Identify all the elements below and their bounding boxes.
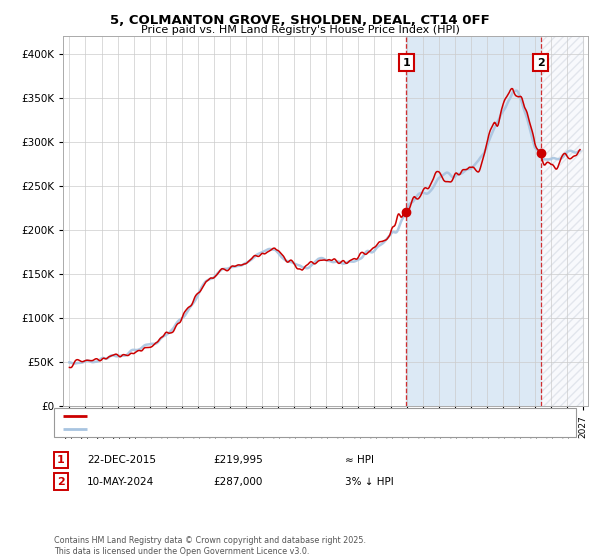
Bar: [406, 36, 541, 406]
Text: 10-MAY-2024: 10-MAY-2024: [87, 477, 154, 487]
Text: 2: 2: [57, 477, 65, 487]
Text: 2: 2: [537, 58, 545, 68]
Text: 1: 1: [403, 58, 410, 68]
Text: 5, COLMANTON GROVE, SHOLDEN, DEAL, CT14 0FF: 5, COLMANTON GROVE, SHOLDEN, DEAL, CT14 …: [110, 14, 490, 27]
Text: 1: 1: [57, 455, 65, 465]
Bar: [541, 36, 583, 406]
Text: Contains HM Land Registry data © Crown copyright and database right 2025.
This d: Contains HM Land Registry data © Crown c…: [54, 536, 366, 556]
Text: 5, COLMANTON GROVE, SHOLDEN, DEAL, CT14 0FF (semi-detached house): 5, COLMANTON GROVE, SHOLDEN, DEAL, CT14 …: [91, 412, 446, 421]
Text: £219,995: £219,995: [213, 455, 263, 465]
Text: 22-DEC-2015: 22-DEC-2015: [87, 455, 156, 465]
Text: HPI: Average price, semi-detached house, Dover: HPI: Average price, semi-detached house,…: [91, 424, 322, 433]
Bar: [541, 36, 583, 406]
Text: ≈ HPI: ≈ HPI: [345, 455, 374, 465]
Text: Price paid vs. HM Land Registry's House Price Index (HPI): Price paid vs. HM Land Registry's House …: [140, 25, 460, 35]
Text: £287,000: £287,000: [213, 477, 262, 487]
Bar: [541, 36, 583, 406]
Text: 3% ↓ HPI: 3% ↓ HPI: [345, 477, 394, 487]
